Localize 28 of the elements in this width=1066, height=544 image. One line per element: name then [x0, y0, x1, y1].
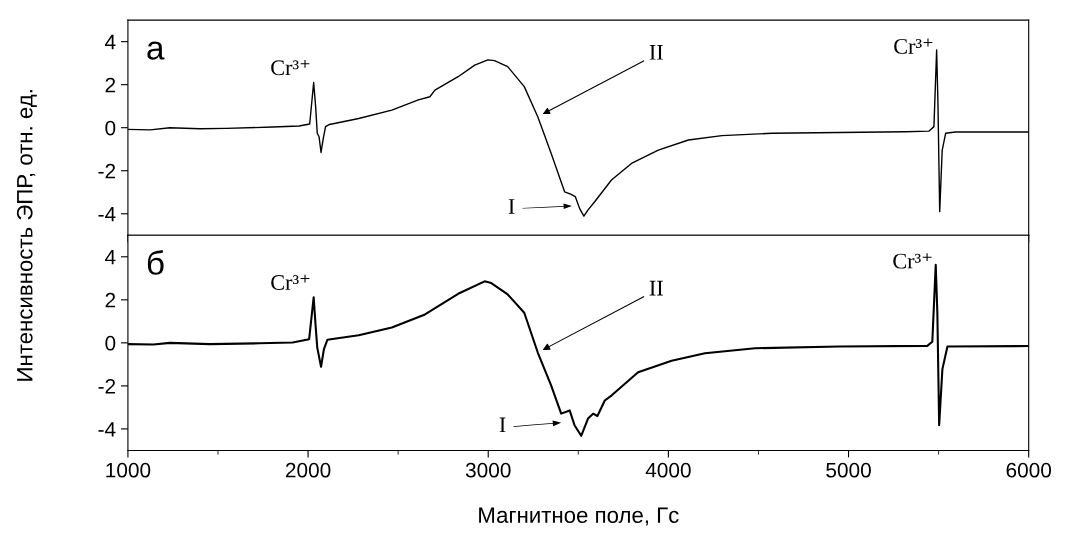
chart-title: а: [147, 41, 165, 60]
annotation: I: [508, 199, 515, 214]
x-tick-label: 6000: [1006, 462, 1052, 478]
annotation: Cr³⁺: [893, 253, 932, 269]
y-tick-label: -2: [98, 163, 116, 179]
y-tick-label: -4: [98, 206, 116, 222]
annotation: II: [649, 45, 663, 60]
y-tick-label: -4: [98, 422, 116, 437]
annotation: II: [649, 280, 663, 296]
x-tick-label: 5000: [826, 462, 871, 478]
annotation: Cr³⁺: [894, 38, 933, 54]
y-tick-label: 2: [105, 292, 116, 308]
y-tick-label: 4: [105, 34, 116, 50]
x-tick-label: 1000: [106, 462, 151, 478]
annotation: I: [499, 417, 506, 433]
chart-title: б: [147, 250, 164, 275]
y-axis-title: Интенсивность ЭПР, отн. ед.: [16, 90, 37, 381]
annotation: Cr³⁺: [271, 274, 310, 290]
x-tick-label: 2000: [285, 462, 331, 478]
y-tick-label: -2: [98, 378, 116, 394]
y-tick-label: 4: [105, 250, 116, 265]
annotation: Cr³⁺: [271, 59, 310, 76]
y-tick-label: 0: [105, 120, 116, 136]
x-axis-title: Магнитное поле, Гс: [479, 507, 679, 526]
y-tick-label: 2: [105, 77, 116, 93]
x-tick-label: 3000: [465, 462, 511, 478]
x-tick-label: 4000: [645, 462, 691, 478]
y-tick-label: 0: [105, 335, 116, 351]
